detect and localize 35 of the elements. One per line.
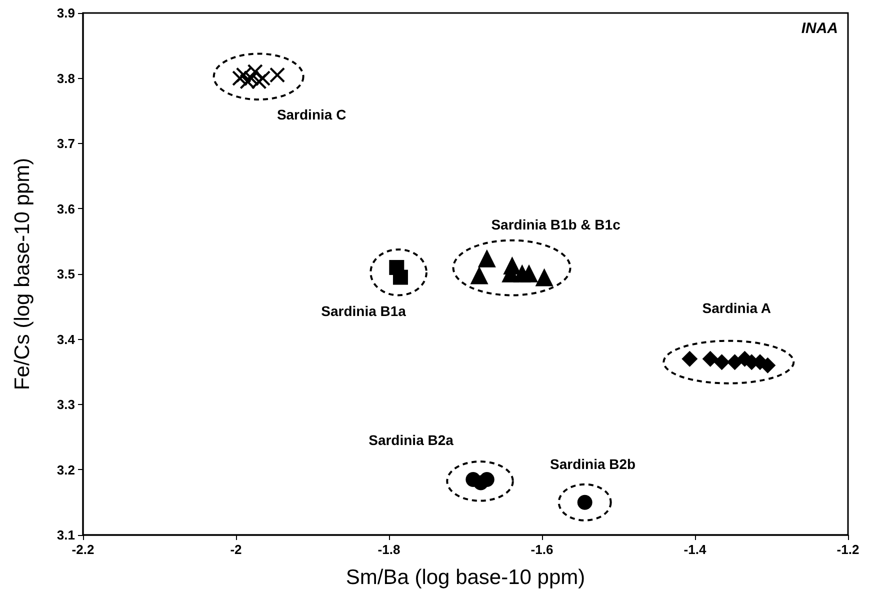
series-label: Sardinia B1a [321,303,406,320]
series-label: Sardinia B1b & B1c [491,216,621,233]
y-tick-label: 3.1 [56,528,75,542]
point [714,354,730,370]
text: Sardinia A [702,300,772,316]
x-tick-label: -1.8 [378,542,400,557]
point [478,249,496,268]
text: Sardinia B2b [550,456,636,472]
series-label: Sardinia C [276,106,346,122]
x-tick-label: -2.2 [72,542,94,557]
point [255,70,270,86]
point [702,350,718,367]
y-tick-label: 3.8 [56,70,75,86]
annotation: INAA [801,20,838,37]
point [479,472,494,488]
point [535,268,554,286]
y-tick-label: 3.6 [56,201,75,216]
point [470,266,488,284]
x-tick-label: -2 [230,542,242,557]
y-axis-title: Fe/Cs (log base-10 ppm) [11,158,34,390]
y-tick-label: 3.7 [56,136,75,151]
point [520,264,538,282]
text: Sardinia B2a [368,432,454,448]
y-tick-label: 3.5 [56,266,75,282]
x-tick-label: -1.6 [530,542,554,557]
y-tick-label: 3.2 [56,462,75,478]
y-tick-label: 3.3 [56,397,75,412]
point [503,256,522,275]
y-tick-label: 3.9 [56,6,75,20]
x-axis-title: Sm/Ba (log base-10 ppm) [346,566,586,589]
point [270,67,285,82]
y-tick-label: 3.4 [56,332,76,347]
x-tick-label: -1.4 [684,542,707,557]
x-tick-label: -1.2 [836,542,860,557]
point [682,350,698,367]
